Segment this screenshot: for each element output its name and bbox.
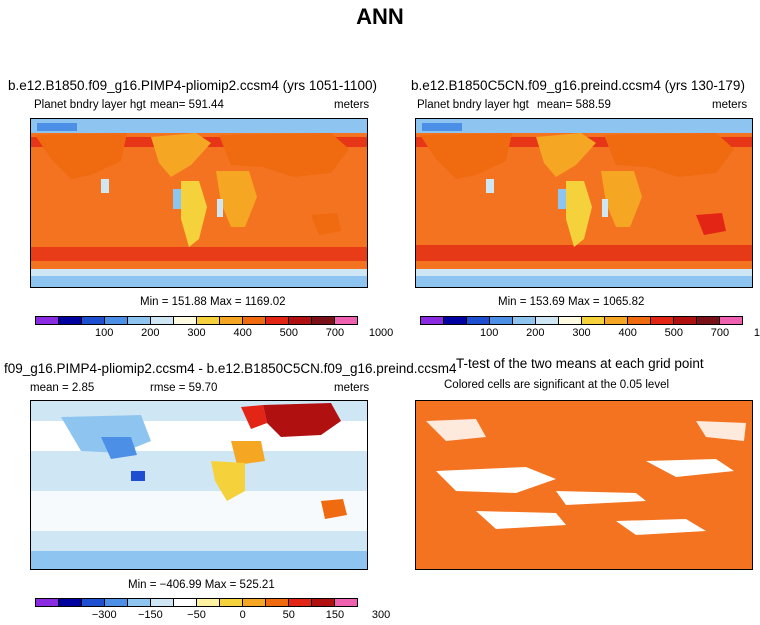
colorbar-tick-label: 50 (282, 609, 295, 621)
colorbar-tick-label: 1000 (368, 327, 394, 339)
panel1-title: b.e12.B1850.f09_g16.PIMP4-pliomip2.ccsm4… (8, 78, 377, 93)
colorbar-swatch-8 (220, 317, 243, 324)
colorbar-swatch-7 (197, 317, 220, 324)
panel2-mean: mean= 588.59 (537, 99, 611, 111)
colorbar-tick-label: 400 (618, 327, 637, 339)
colorbar-swatch-13 (335, 317, 357, 324)
colorbar-swatch-10 (266, 599, 289, 606)
panel3-mean: mean = 2.85 (30, 382, 95, 394)
panel4-map (415, 400, 753, 570)
figure-title: ANN (356, 4, 404, 29)
colorbar-swatch-1 (444, 317, 467, 324)
colorbar-swatch-5 (151, 317, 174, 324)
panel1-variable: Planet bndry layer hgt (34, 99, 146, 111)
panel1-map-svg (31, 119, 367, 287)
colorbar-swatch-8 (220, 599, 243, 606)
colorbar-tick-label: −150 (137, 609, 163, 621)
colorbar-swatch-0 (421, 317, 444, 324)
colorbar-swatch-1 (59, 317, 82, 324)
colorbar-swatch-9 (243, 599, 266, 606)
panel3-title: f09_g16.PIMP4-pliomip2.ccsm4 - b.e12.B18… (4, 361, 457, 376)
colorbar-swatch-12 (312, 599, 335, 606)
panel1-units: meters (334, 99, 370, 111)
panel4-title: T-test of the two means at each grid poi… (456, 356, 704, 371)
panel2-minmax: Min = 153.69 Max = 1065.82 (498, 296, 645, 308)
panel2-units: meters (712, 99, 748, 111)
colorbar-tick-label: 0 (239, 609, 246, 621)
colorbar-tick-label: 500 (279, 327, 298, 339)
colorbar-tick-label: −300 (91, 609, 117, 621)
colorbar-tick-label: 500 (664, 327, 683, 339)
panel4-subtitle: Colored cells are significant at the 0.0… (444, 379, 670, 391)
colorbar-tick-label: 200 (526, 327, 545, 339)
colorbar-swatch-6 (559, 317, 582, 324)
panel2-colorbar (420, 316, 743, 325)
panel1-colorbar (35, 316, 358, 325)
colorbar-swatch-10 (651, 317, 674, 324)
colorbar-tick-label: 300 (371, 609, 391, 621)
colorbar-swatch-13 (335, 599, 357, 606)
colorbar-tick-label: 300 (187, 327, 206, 339)
colorbar-tick-label: 1000 (753, 327, 760, 339)
panel3-rmse: rmse = 59.70 (150, 382, 218, 394)
colorbar-swatch-10 (266, 317, 289, 324)
colorbar-swatch-6 (174, 317, 197, 324)
colorbar-swatch-11 (674, 317, 697, 324)
colorbar-swatch-0 (36, 599, 59, 606)
panel1-minmax: Min = 151.88 Max = 1169.02 (140, 296, 286, 308)
panel1-map (30, 118, 368, 288)
colorbar-swatch-8 (605, 317, 628, 324)
panel3-map-svg (31, 401, 367, 569)
colorbar-swatch-2 (467, 317, 490, 324)
colorbar-swatch-12 (697, 317, 720, 324)
panel3-colorbar (35, 598, 358, 607)
colorbar-swatch-5 (536, 317, 559, 324)
colorbar-tick-label: 700 (710, 327, 730, 339)
panel2-title: b.e12.B1850C5CN.f09_g16.preind.ccsm4 (yr… (411, 78, 745, 93)
colorbar-swatch-5 (151, 599, 174, 606)
colorbar-swatch-2 (82, 317, 105, 324)
colorbar-swatch-3 (105, 317, 128, 324)
colorbar-swatch-9 (243, 317, 266, 324)
panel3-map (30, 400, 368, 570)
colorbar-swatch-4 (513, 317, 536, 324)
colorbar-swatch-4 (128, 599, 151, 606)
colorbar-tick-label: 200 (141, 327, 160, 339)
panel3-minmax: Min = −406.99 Max = 525.21 (128, 579, 275, 591)
colorbar-swatch-9 (628, 317, 651, 324)
panel2-map-svg (416, 119, 752, 287)
colorbar-swatch-1 (59, 599, 82, 606)
colorbar-tick-label: 300 (572, 327, 591, 339)
colorbar-swatch-7 (582, 317, 605, 324)
colorbar-tick-label: 150 (325, 609, 345, 621)
colorbar-swatch-7 (197, 599, 220, 606)
colorbar-swatch-2 (82, 599, 105, 606)
colorbar-swatch-13 (720, 317, 742, 324)
colorbar-swatch-3 (490, 317, 513, 324)
panel1-mean: mean= 591.44 (150, 99, 224, 111)
colorbar-tick-label: 100 (480, 327, 499, 339)
colorbar-swatch-0 (36, 317, 59, 324)
colorbar-tick-label: 400 (233, 327, 252, 339)
panel4-map-svg (416, 401, 752, 569)
panel2-map (415, 118, 753, 288)
colorbar-swatch-4 (128, 317, 151, 324)
colorbar-swatch-12 (312, 317, 335, 324)
colorbar-swatch-3 (105, 599, 128, 606)
panel3-units: meters (334, 382, 370, 394)
colorbar-tick-label: −50 (187, 609, 206, 621)
colorbar-swatch-6 (174, 599, 197, 606)
colorbar-swatch-11 (289, 599, 312, 606)
panel2-variable: Planet bndry layer hgt (417, 99, 529, 111)
colorbar-swatch-11 (289, 317, 312, 324)
colorbar-tick-label: 700 (325, 327, 345, 339)
colorbar-tick-label: 100 (95, 327, 114, 339)
